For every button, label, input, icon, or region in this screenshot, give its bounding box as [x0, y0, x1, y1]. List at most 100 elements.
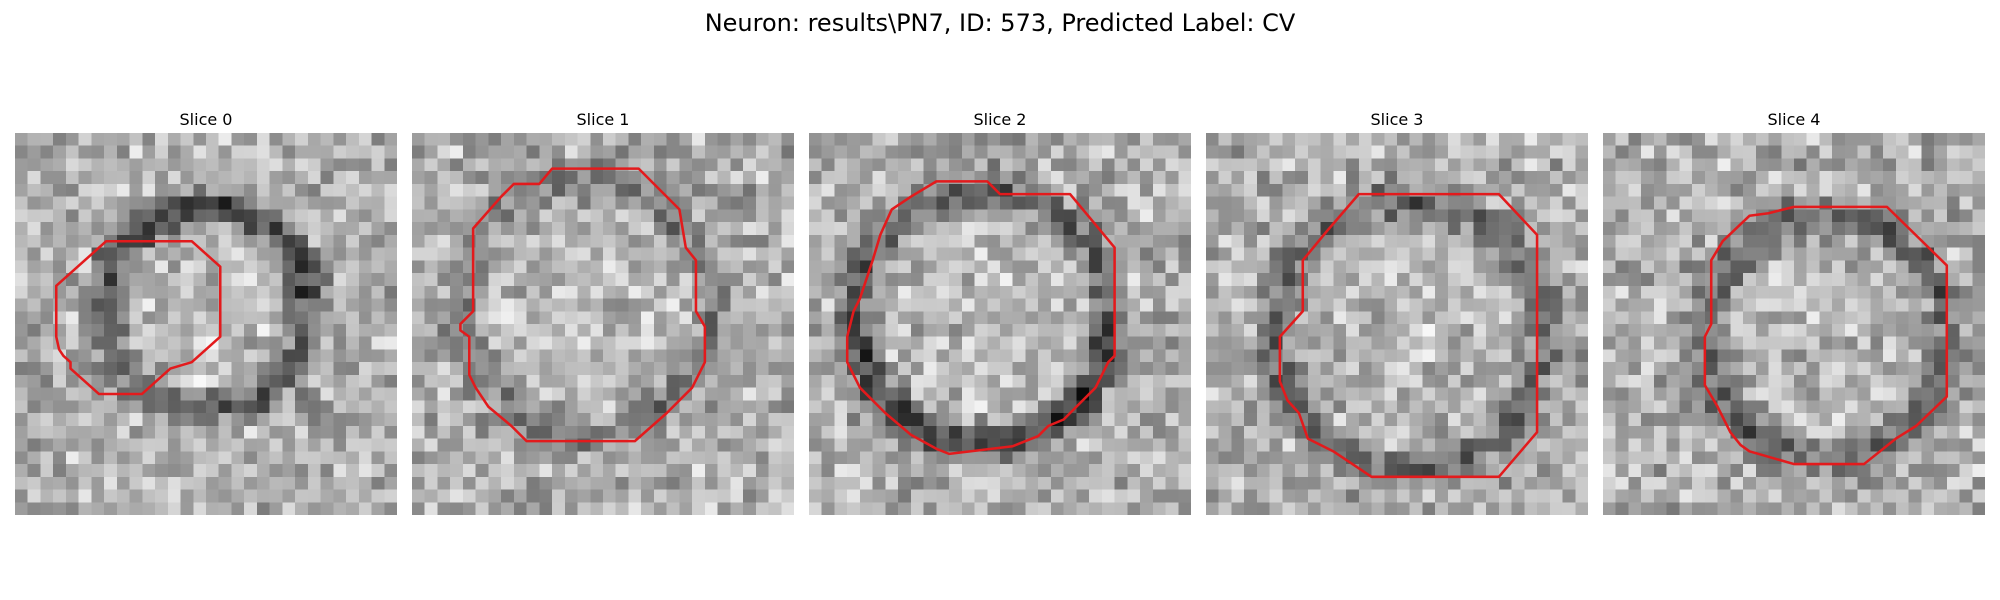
pixel — [1012, 464, 1026, 478]
pixel — [923, 374, 937, 388]
pixel — [987, 247, 1001, 261]
pixel — [384, 209, 397, 223]
pixel — [1895, 489, 1909, 503]
pixel — [1371, 133, 1385, 146]
pixel — [1447, 502, 1461, 515]
pixel — [437, 438, 451, 452]
pixel — [1397, 324, 1410, 337]
pixel — [1575, 234, 1588, 248]
pixel — [1755, 260, 1769, 274]
pixel — [231, 451, 245, 465]
pixel — [307, 349, 321, 363]
pixel — [539, 324, 553, 337]
pixel — [488, 387, 502, 401]
pixel — [1806, 362, 1820, 376]
pixel — [116, 464, 130, 478]
pixel — [1832, 362, 1846, 376]
pixel — [27, 413, 41, 427]
pixel — [1511, 145, 1525, 159]
pixel — [333, 349, 347, 363]
pixel — [1244, 464, 1258, 478]
segmentation-contour — [845, 180, 1116, 456]
pixel — [65, 400, 79, 414]
pixel — [424, 476, 438, 490]
pixel — [1333, 476, 1347, 490]
pixel — [1460, 145, 1474, 159]
pixel — [717, 336, 731, 350]
pixel — [1575, 451, 1588, 465]
pixel — [206, 425, 219, 439]
pixel — [755, 171, 769, 185]
pixel — [1127, 464, 1141, 478]
pixel — [193, 285, 207, 299]
pixel — [91, 438, 105, 452]
pixel — [564, 171, 578, 185]
pixel — [1768, 362, 1782, 376]
pixel — [821, 260, 835, 274]
pixel — [1653, 234, 1667, 248]
pixel — [949, 324, 963, 337]
pixel — [755, 183, 769, 197]
pixel — [358, 451, 372, 465]
pixel — [358, 196, 372, 210]
pixel — [193, 158, 207, 172]
pixel — [1679, 476, 1693, 490]
pixel — [129, 247, 143, 261]
pixel — [1422, 502, 1436, 515]
pixel — [1946, 260, 1960, 274]
pixel — [1934, 158, 1948, 172]
pixel — [1218, 196, 1232, 210]
pixel — [1038, 222, 1052, 236]
pixel — [513, 374, 527, 388]
pixel — [526, 502, 540, 515]
pixel — [1371, 502, 1385, 515]
pixel — [1870, 425, 1884, 439]
pixel — [1653, 158, 1667, 172]
pixel — [717, 311, 731, 325]
pixel — [1870, 222, 1884, 236]
pixel — [1460, 362, 1474, 376]
pixel — [1165, 298, 1179, 312]
pixel — [1384, 298, 1398, 312]
pixel — [1498, 324, 1512, 337]
pixel — [781, 400, 794, 414]
pixel — [564, 476, 578, 490]
pixel — [974, 336, 988, 350]
pixel — [1397, 133, 1410, 146]
pixel — [1384, 349, 1398, 363]
pixel — [167, 273, 181, 287]
pixel — [781, 247, 794, 261]
pixel — [872, 451, 886, 465]
pixel — [358, 311, 372, 325]
pixel — [1883, 324, 1897, 337]
pixel — [282, 171, 296, 185]
pixel — [65, 133, 79, 146]
pixel — [78, 324, 92, 337]
pixel — [1946, 425, 1960, 439]
pixel — [1101, 438, 1115, 452]
pixel — [1857, 285, 1871, 299]
pixel — [641, 196, 655, 210]
pixel — [539, 413, 553, 427]
pixel — [295, 260, 309, 274]
pixel — [1844, 311, 1858, 325]
pixel — [1934, 464, 1948, 478]
pixel — [307, 273, 321, 287]
pixel — [1050, 311, 1064, 325]
pixel — [987, 374, 1001, 388]
pixel — [1384, 502, 1398, 515]
pixel — [15, 502, 28, 515]
pixel — [1524, 324, 1538, 337]
pixel — [269, 489, 283, 503]
pixel — [1794, 336, 1807, 350]
pixel — [539, 298, 553, 312]
pixel — [1781, 209, 1795, 223]
pixel — [1282, 209, 1296, 223]
pixel — [577, 489, 591, 503]
pixel — [1231, 387, 1245, 401]
pixel — [526, 222, 540, 236]
pixel — [1218, 324, 1232, 337]
pixel — [1603, 247, 1616, 261]
pixel — [768, 222, 782, 236]
pixel — [475, 158, 489, 172]
